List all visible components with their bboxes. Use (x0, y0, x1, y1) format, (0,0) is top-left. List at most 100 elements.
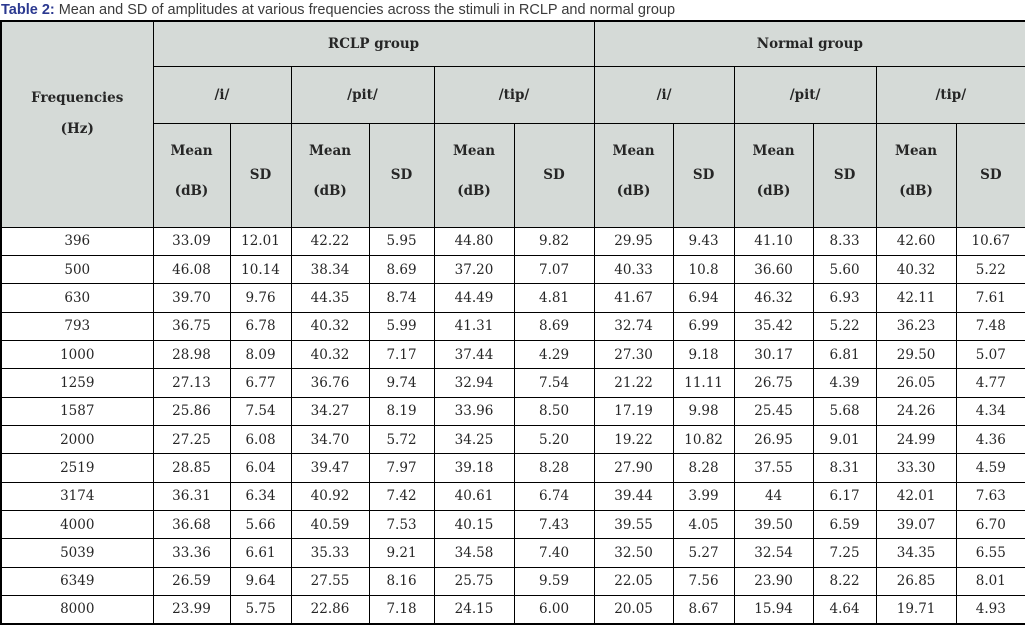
frequency-cell: 1259 (0, 368, 154, 398)
value-cell: 19.71 (875, 594, 957, 625)
value-cell: 44.80 (433, 226, 515, 256)
value-cell: 9.59 (513, 566, 595, 596)
value-cell: 9.82 (513, 226, 595, 256)
header-mean-rclp-tip: Mean (dB) (433, 122, 515, 228)
value-cell: 9.74 (368, 368, 435, 398)
value-cell: 33.36 (152, 538, 231, 568)
value-cell: 7.40 (513, 538, 595, 568)
value-cell: 33.96 (433, 396, 515, 426)
table-row: 396 33.09 12.01 42.22 5.95 44.80 9.82 29.95 9.43… (0, 226, 1025, 256)
value-cell: 36.76 (290, 368, 370, 398)
value-cell: 6.94 (672, 283, 735, 313)
value-cell: 42.22 (290, 226, 370, 256)
value-cell: 41.67 (593, 283, 674, 313)
value-cell: 6.00 (513, 594, 595, 625)
value-cell: 6.81 (812, 339, 877, 370)
value-cell: 9.18 (672, 339, 735, 370)
value-cell: 42.60 (875, 226, 957, 256)
header-sd-rclp-pit: SD (368, 122, 435, 228)
value-cell: 35.42 (733, 311, 814, 341)
value-cell: 40.61 (433, 481, 515, 511)
header-sd-normal-pit: SD (812, 122, 877, 228)
value-cell: 7.18 (368, 594, 435, 625)
value-cell: 6.59 (812, 509, 877, 540)
table-row: 5039 33.36 6.61 35.33 9.21 34.58 7.40 32.50 5.27… (0, 538, 1025, 568)
value-cell: 10.14 (229, 254, 292, 285)
value-cell: 23.99 (152, 594, 231, 625)
value-cell: 34.70 (290, 424, 370, 455)
value-cell: 42.11 (875, 283, 957, 313)
frequency-cell: 1000 (0, 339, 154, 370)
header-stimulus-rclp-i: /i/ (152, 65, 292, 124)
header-sd-normal-i: SD (672, 122, 735, 228)
value-cell: 44.35 (290, 283, 370, 313)
value-cell: 27.25 (152, 424, 231, 455)
value-cell: 34.35 (875, 538, 957, 568)
value-cell: 39.55 (593, 509, 674, 540)
value-cell: 5.60 (812, 254, 877, 285)
value-cell: 40.32 (290, 311, 370, 341)
value-cell: 8.67 (672, 594, 735, 625)
value-cell: 23.90 (733, 566, 814, 596)
table-row: 630 39.70 9.76 44.35 8.74 44.49 4.81 41.67 6.94 4… (0, 283, 1025, 313)
value-cell: 6.04 (229, 453, 292, 483)
value-cell: 25.75 (433, 566, 515, 596)
value-cell: 27.30 (593, 339, 674, 370)
value-cell: 40.15 (433, 509, 515, 540)
header-stimulus-rclp-tip: /tip/ (433, 65, 595, 124)
value-cell: 7.07 (513, 254, 595, 285)
value-cell: 8.09 (229, 339, 292, 370)
value-cell: 9.76 (229, 283, 292, 313)
header-stimulus-normal-tip: /tip/ (875, 65, 1025, 124)
value-cell: 5.68 (812, 396, 877, 426)
value-cell: 22.05 (593, 566, 674, 596)
value-cell: 17.19 (593, 396, 674, 426)
value-cell: 5.27 (672, 538, 735, 568)
value-cell: 8.74 (368, 283, 435, 313)
table-row: 2000 27.25 6.08 34.70 5.72 34.25 5.20 19.22 10.8… (0, 424, 1025, 455)
value-cell: 24.99 (875, 424, 957, 455)
value-cell: 5.22 (955, 254, 1025, 285)
value-cell: 27.90 (593, 453, 674, 483)
value-cell: 32.54 (733, 538, 814, 568)
value-cell: 37.20 (433, 254, 515, 285)
value-cell: 26.85 (875, 566, 957, 596)
value-cell: 7.43 (513, 509, 595, 540)
value-cell: 29.50 (875, 339, 957, 370)
value-cell: 39.44 (593, 481, 674, 511)
header-mean-rclp-pit: Mean (dB) (290, 122, 370, 228)
value-cell: 9.01 (812, 424, 877, 455)
value-cell: 9.98 (672, 396, 735, 426)
value-cell: 28.98 (152, 339, 231, 370)
value-cell: 10.8 (672, 254, 735, 285)
value-cell: 15.94 (733, 594, 814, 625)
value-cell: 7.48 (955, 311, 1025, 341)
value-cell: 4.05 (672, 509, 735, 540)
value-cell: 40.59 (290, 509, 370, 540)
value-cell: 36.23 (875, 311, 957, 341)
value-cell: 37.55 (733, 453, 814, 483)
value-cell: 35.33 (290, 538, 370, 568)
value-cell: 25.86 (152, 396, 231, 426)
value-cell: 8.16 (368, 566, 435, 596)
header-sd-normal-tip: SD (955, 122, 1025, 228)
value-cell: 22.86 (290, 594, 370, 625)
value-cell: 44 (733, 481, 814, 511)
value-cell: 33.30 (875, 453, 957, 483)
value-cell: 26.95 (733, 424, 814, 455)
header-mean-normal-pit: Mean (dB) (733, 122, 814, 228)
value-cell: 7.54 (229, 396, 292, 426)
value-cell: 7.25 (812, 538, 877, 568)
value-cell: 8.28 (513, 453, 595, 483)
table-caption: Table 2: Mean and SD of amplitudes at var… (0, 0, 1025, 20)
value-cell: 40.33 (593, 254, 674, 285)
table-body: 396 33.09 12.01 42.22 5.95 44.80 9.82 29.95 9.43… (0, 226, 1025, 625)
value-cell: 26.75 (733, 368, 814, 398)
value-cell: 36.75 (152, 311, 231, 341)
value-cell: 7.61 (955, 283, 1025, 313)
value-cell: 4.34 (955, 396, 1025, 426)
value-cell: 36.68 (152, 509, 231, 540)
value-cell: 7.56 (672, 566, 735, 596)
value-cell: 8.19 (368, 396, 435, 426)
table-row: 4000 36.68 5.66 40.59 7.53 40.15 7.43 39.55 4.05… (0, 509, 1025, 540)
